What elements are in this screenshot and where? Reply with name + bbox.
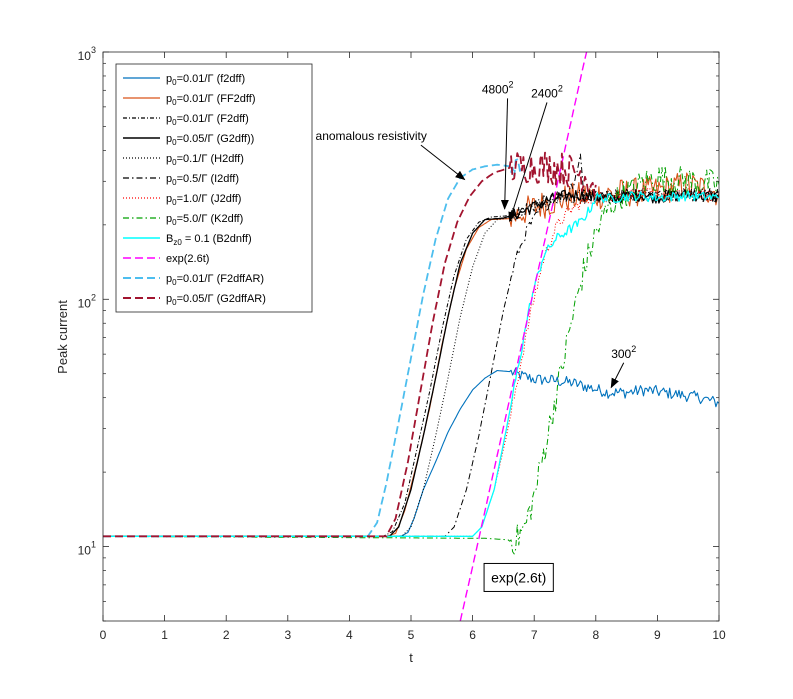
annotation-label: anomalous resistivity bbox=[316, 129, 427, 143]
y-axis-label: Peak current bbox=[55, 300, 70, 374]
legend-entry-3: p0=0.05/Γ (G2dff)) bbox=[166, 133, 254, 147]
series-layer bbox=[103, 52, 719, 621]
legend-text-main: p bbox=[166, 113, 172, 125]
y-tick-label: 103 bbox=[78, 45, 96, 63]
series-line-11 bbox=[103, 151, 597, 538]
legend-text-subscript: 0 bbox=[172, 298, 177, 307]
legend: p0=0.01/Γ (f2dff)p0=0.01/Γ (FF2dff)p0=0.… bbox=[115, 63, 313, 313]
legend-text-rest: =0.01/Γ (F2dffAR) bbox=[177, 273, 264, 285]
legend-text-main: p bbox=[166, 93, 172, 105]
legend-text-rest: =0.1/Γ (H2dff) bbox=[177, 153, 244, 165]
y-tick-base: 10 bbox=[78, 49, 92, 63]
legend-text-subscript: 0 bbox=[172, 158, 177, 167]
y-tick-exponent: 2 bbox=[91, 292, 96, 302]
x-tick-label: 4 bbox=[346, 628, 353, 642]
x-tick-label: 6 bbox=[469, 628, 476, 642]
legend-text-subscript: 0 bbox=[172, 218, 177, 227]
annotation-label: 2400 bbox=[531, 86, 558, 100]
y-tick-exponent: 3 bbox=[91, 45, 96, 55]
legend-text-rest: =1.0/Γ (J2dff) bbox=[177, 193, 242, 205]
legend-text-main: p bbox=[166, 73, 172, 85]
legend-entry-2: p0=0.01/Γ (F2dff) bbox=[166, 113, 249, 127]
boxed-annotation-frame bbox=[483, 562, 554, 592]
legend-text-subscript: 0 bbox=[172, 98, 177, 107]
legend-text-main: p bbox=[166, 153, 172, 165]
y-tick-base: 10 bbox=[78, 544, 92, 558]
annotation-text: 48002 bbox=[482, 79, 514, 96]
legend-text-main: B bbox=[166, 233, 173, 245]
legend-text-main: p bbox=[166, 293, 172, 305]
legend-entry-6: p0=1.0/Γ (J2dff) bbox=[166, 193, 241, 207]
x-tick-label: 8 bbox=[592, 628, 599, 642]
legend-text-subscript: z0 bbox=[173, 238, 182, 247]
x-tick-label: 5 bbox=[408, 628, 415, 642]
y-tick-label: 102 bbox=[78, 292, 96, 310]
annotation-text: 3002 bbox=[611, 344, 636, 361]
legend-entry-1: p0=0.01/Γ (FF2dff) bbox=[166, 93, 256, 107]
annotation-superscript: 2 bbox=[631, 344, 636, 354]
legend-text-rest: =0.01/Γ (f2dff) bbox=[177, 73, 246, 85]
legend-text-rest: =0.01/Γ (F2dff) bbox=[177, 113, 249, 125]
legend-text-main: exp(2.6t) bbox=[166, 253, 209, 265]
annotation-arrow bbox=[508, 102, 548, 223]
y-tick-label: 101 bbox=[78, 540, 96, 558]
x-tick-label: 10 bbox=[712, 628, 726, 642]
legend-text-rest: =5.0/Γ (K2dff) bbox=[177, 213, 244, 225]
legend-entry-10: p0=0.01/Γ (F2dffAR) bbox=[166, 273, 264, 287]
legend-entry-4: p0=0.1/Γ (H2dff) bbox=[166, 153, 244, 167]
legend-entry-5: p0=0.5/Γ (I2dff) bbox=[166, 173, 239, 187]
legend-text-subscript: 0 bbox=[172, 198, 177, 207]
legend-text-main: p bbox=[166, 273, 172, 285]
legend-text-main: p bbox=[166, 173, 172, 185]
annotation-superscript: 2 bbox=[509, 79, 514, 89]
legend-entry-7: p0=5.0/Γ (K2dff) bbox=[166, 213, 243, 227]
x-tick-label: 3 bbox=[284, 628, 291, 642]
x-tick-label: 1 bbox=[161, 628, 168, 642]
legend-text-subscript: 0 bbox=[172, 138, 177, 147]
x-axis-label: t bbox=[409, 650, 413, 665]
legend-box bbox=[115, 63, 313, 313]
x-tick-label: 7 bbox=[531, 628, 538, 642]
legend-text-main: p bbox=[166, 133, 172, 145]
annotation-text: anomalous resistivity bbox=[316, 129, 427, 143]
annotation-arrow bbox=[610, 362, 625, 389]
legend-text-rest: =0.05/Γ (G2dff)) bbox=[177, 133, 255, 145]
legend-text-subscript: 0 bbox=[172, 278, 177, 287]
annotation-arrow bbox=[420, 144, 466, 181]
annotation-label: 4800 bbox=[482, 82, 509, 96]
y-tick-exponent: 1 bbox=[91, 540, 96, 550]
legend-text-rest: =0.05/Γ (G2dffAR) bbox=[177, 293, 266, 305]
legend-text-main: p bbox=[166, 213, 172, 225]
annotation-layer: anomalous resistivity48002240023002exp(2… bbox=[316, 79, 636, 592]
series-line-9 bbox=[459, 52, 588, 621]
legend-text-subscript: 0 bbox=[172, 118, 177, 127]
legend-entry-9: exp(2.6t) bbox=[166, 253, 209, 265]
legend-text-subscript: 0 bbox=[172, 178, 177, 187]
annotation-label: 300 bbox=[611, 347, 631, 361]
y-tick-base: 10 bbox=[78, 296, 92, 310]
legend-text-rest: =0.5/Γ (I2dff) bbox=[177, 173, 239, 185]
annotation-superscript: 2 bbox=[558, 83, 563, 93]
annotation-text: 24002 bbox=[531, 83, 563, 100]
legend-text-rest: = 0.1 (B2dnff) bbox=[182, 233, 252, 245]
legend-entry-11: p0=0.05/Γ (G2dffAR) bbox=[166, 293, 266, 307]
x-tick-label: 9 bbox=[654, 628, 661, 642]
legend-entry-0: p0=0.01/Γ (f2dff) bbox=[166, 73, 245, 87]
x-tick-label: 2 bbox=[223, 628, 230, 642]
boxed-annotation-text: exp(2.6t) bbox=[491, 569, 546, 585]
legend-text-main: p bbox=[166, 193, 172, 205]
legend-text-subscript: 0 bbox=[172, 78, 177, 87]
legend-entry-8: Bz0 = 0.1 (B2dnff) bbox=[166, 233, 252, 247]
legend-text-rest: =0.01/Γ (FF2dff) bbox=[177, 93, 256, 105]
annotation-arrow bbox=[500, 98, 509, 210]
x-tick-label: 0 bbox=[100, 628, 107, 642]
